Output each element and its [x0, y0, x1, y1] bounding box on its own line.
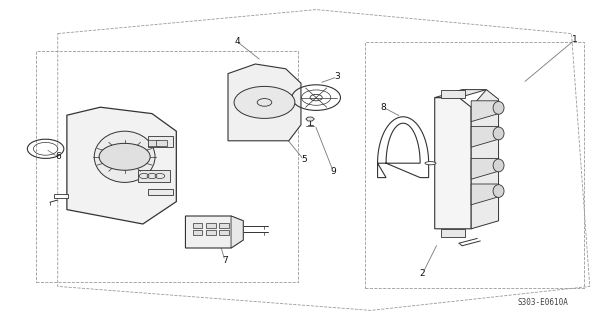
Text: 9: 9 [330, 167, 336, 176]
Bar [206, 230, 216, 235]
Text: 6: 6 [55, 152, 61, 161]
Ellipse shape [425, 162, 436, 165]
Bar [206, 223, 216, 228]
Polygon shape [148, 189, 173, 195]
Text: 3: 3 [334, 72, 340, 81]
Polygon shape [148, 136, 173, 147]
Ellipse shape [493, 159, 504, 172]
Text: 4: 4 [234, 37, 240, 46]
Bar [193, 230, 202, 235]
Text: 7: 7 [222, 256, 228, 265]
Ellipse shape [493, 101, 504, 114]
Text: 8: 8 [380, 103, 386, 112]
Bar [156, 140, 167, 146]
Circle shape [234, 86, 295, 118]
Bar [193, 223, 202, 228]
Bar [219, 230, 229, 235]
Polygon shape [471, 158, 499, 179]
Polygon shape [67, 107, 176, 224]
Polygon shape [471, 101, 499, 122]
Circle shape [99, 143, 150, 170]
Polygon shape [471, 184, 499, 205]
Polygon shape [471, 90, 499, 229]
Polygon shape [435, 90, 486, 98]
Text: 2: 2 [420, 269, 426, 278]
Text: 5: 5 [301, 156, 307, 164]
Text: S303-E0610A: S303-E0610A [517, 298, 568, 307]
Polygon shape [441, 229, 465, 237]
Ellipse shape [493, 127, 504, 140]
Polygon shape [54, 194, 68, 198]
Polygon shape [185, 216, 243, 248]
Polygon shape [228, 64, 301, 141]
Polygon shape [435, 98, 471, 229]
Polygon shape [441, 90, 465, 98]
Ellipse shape [94, 131, 155, 182]
Bar [219, 223, 229, 228]
Polygon shape [138, 170, 170, 182]
Polygon shape [471, 126, 499, 147]
Text: 1: 1 [572, 36, 578, 44]
Bar [148, 140, 159, 146]
Polygon shape [378, 117, 429, 178]
Polygon shape [306, 117, 314, 121]
Polygon shape [231, 216, 243, 248]
Ellipse shape [493, 185, 504, 197]
